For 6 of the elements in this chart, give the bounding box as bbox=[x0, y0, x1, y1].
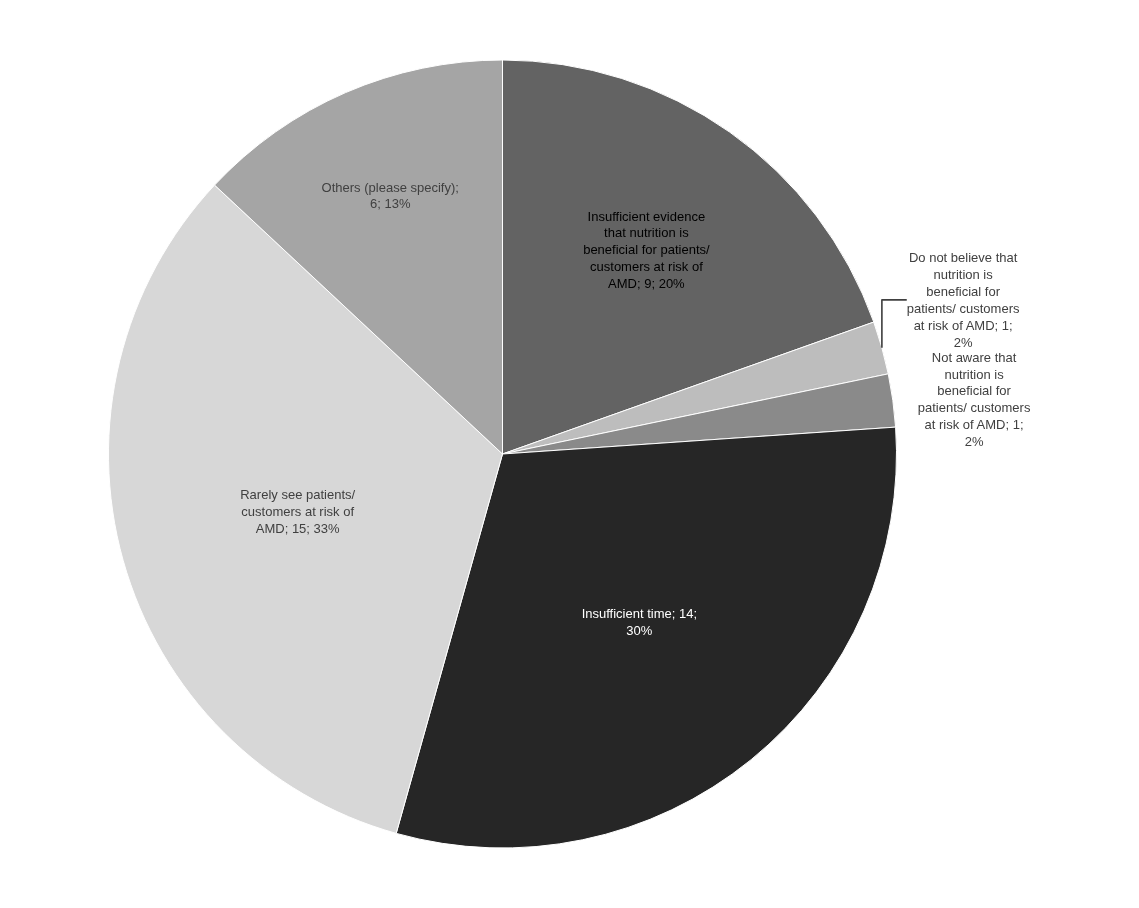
slice-label: Do not believe that nutrition is beneficial for patients/ customers at risk of AMD; 1; 2% bbox=[906, 250, 1020, 350]
slice-label: Insufficient evidence that nutrition is beneficial for patients/ customers at risk of AMD; 9; 20% bbox=[583, 208, 710, 292]
slice-label: Not aware that nutrition is beneficial for patients/ customers at risk of AMD; 1; 2% bbox=[917, 349, 1031, 450]
slice-label: Insufficient time; 14; 30% bbox=[581, 606, 698, 639]
slice-label: Others (please specify); 6; 13% bbox=[321, 179, 459, 212]
slice-label: Rarely see patients/ customers at risk of AMD; 15; 33% bbox=[240, 486, 356, 536]
